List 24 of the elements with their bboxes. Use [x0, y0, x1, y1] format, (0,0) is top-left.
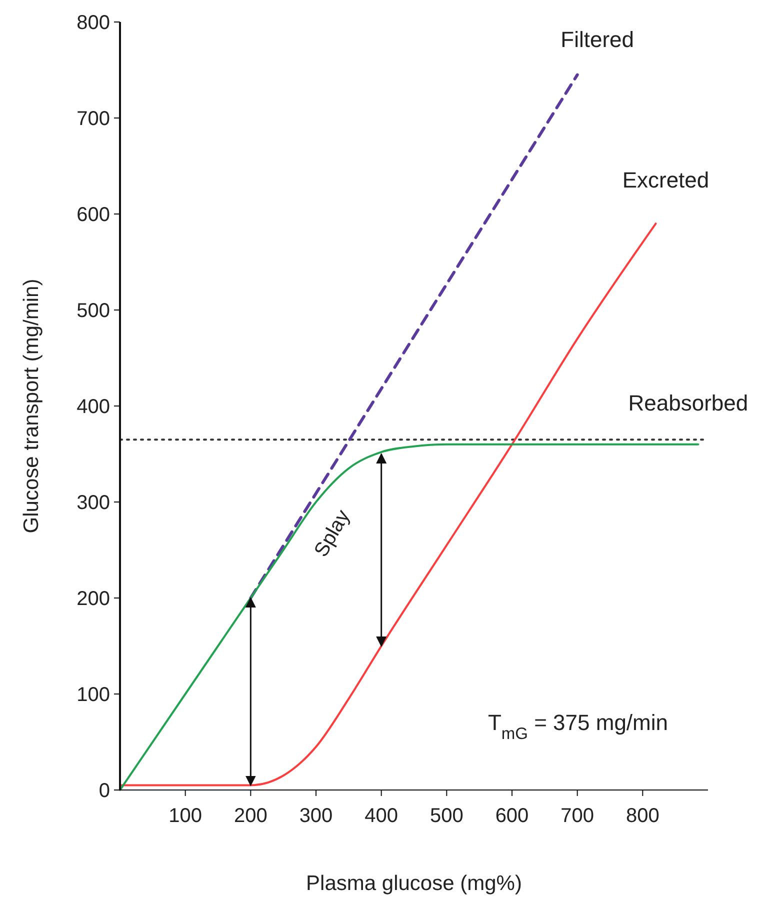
x-tick-label: 800: [626, 805, 660, 827]
y-tick-label: 200: [76, 588, 110, 610]
x-tick-label: 700: [560, 805, 594, 827]
y-tick-label: 600: [76, 204, 110, 226]
x-tick-label: 400: [364, 805, 398, 827]
x-tick-label: 100: [168, 805, 202, 827]
y-tick-label: 100: [76, 684, 110, 706]
x-tick-label: 600: [495, 805, 529, 827]
y-tick-label: 300: [76, 492, 110, 514]
line-series: [119, 443, 700, 791]
x-axis-title: Plasma glucose (mg%): [306, 872, 522, 895]
x-tick-label: 300: [299, 805, 333, 827]
y-tick-label: 700: [76, 108, 110, 130]
y-tick-label: 500: [76, 300, 110, 322]
y-tick-label: 0: [98, 780, 110, 802]
text: Excreted: [622, 168, 710, 193]
annotation: T$_{mG}$ = 375 mg/min: [488, 710, 668, 743]
x-tick-label: 200: [234, 805, 268, 827]
y-tick-label: 800: [76, 12, 110, 34]
series-label: Reabsorbed: [628, 390, 748, 416]
y-axis-title: Glucose transport (mg/min): [20, 278, 43, 534]
y-tick-label: 400: [76, 396, 110, 418]
x-tick-label: 500: [430, 805, 464, 827]
series-label: Filtered: [560, 26, 634, 52]
